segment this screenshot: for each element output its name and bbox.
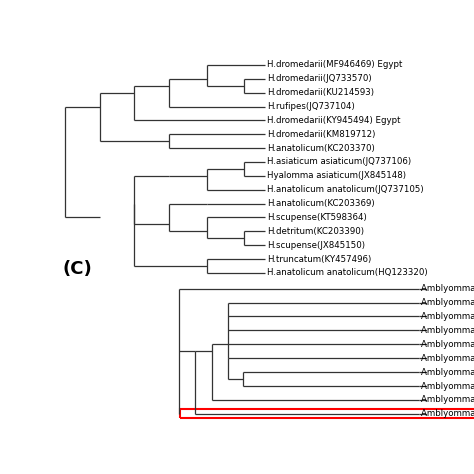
Text: H.dromedarii(KM819712): H.dromedarii(KM819712) [267, 130, 375, 139]
Text: H.scupense(KT598364): H.scupense(KT598364) [267, 213, 366, 222]
Text: H.dromedarii(JQ733570): H.dromedarii(JQ733570) [267, 74, 372, 83]
Text: Amblyomma variegatum(HQ856803): Amblyomma variegatum(HQ856803) [421, 298, 474, 307]
Text: H.anatolicum(KC203370): H.anatolicum(KC203370) [267, 144, 374, 153]
Text: H.detritum(KC203390): H.detritum(KC203390) [267, 227, 364, 236]
Text: Amblyomma variegatum(HQ856718): Amblyomma variegatum(HQ856718) [421, 340, 474, 349]
Text: H.anatolicum(KC203369): H.anatolicum(KC203369) [267, 199, 374, 208]
Text: H.asiaticum asiaticum(JQ737106): H.asiaticum asiaticum(JQ737106) [267, 157, 411, 166]
Text: H.dromedarii(KU214593): H.dromedarii(KU214593) [267, 88, 374, 97]
Text: Amblyomma eburneum(KP862667): Amblyomma eburneum(KP862667) [421, 284, 474, 293]
Text: H.dromedarii(KY945494) Egypt: H.dromedarii(KY945494) Egypt [267, 116, 401, 125]
Bar [181, 410, 474, 419]
Text: (C): (C) [63, 260, 93, 278]
Text: Amblyomma variegatum(HQ856726): Amblyomma variegatum(HQ856726) [421, 326, 474, 335]
Text: H.truncatum(KY457496): H.truncatum(KY457496) [267, 255, 371, 264]
Text: Amblyomma variegatum(MH910967): Amblyomma variegatum(MH910967) [421, 395, 474, 404]
Text: H.rufipes(JQ737104): H.rufipes(JQ737104) [267, 102, 355, 111]
Text: H.anatolicum anatolicum(HQ123320): H.anatolicum anatolicum(HQ123320) [267, 268, 428, 277]
Text: Hyalomma asiaticum(JX845148): Hyalomma asiaticum(JX845148) [267, 172, 406, 181]
Text: H.anatolicum anatolicum(JQ737105): H.anatolicum anatolicum(JQ737105) [267, 185, 423, 194]
Text: Amblyomma variegatum(HQ856719): Amblyomma variegatum(HQ856719) [421, 368, 474, 377]
Text: H.scupense(JX845150): H.scupense(JX845150) [267, 241, 365, 250]
Text: Amblyomma variegatum(MU695022) Egypt: Amblyomma variegatum(MU695022) Egypt [421, 410, 474, 419]
Text: H.dromedarii(MF946469) Egypt: H.dromedarii(MF946469) Egypt [267, 60, 402, 69]
Text: Amblyomma variegatum(HQ856711): Amblyomma variegatum(HQ856711) [421, 382, 474, 391]
Text: Amblyomma variegatum(HQ856764): Amblyomma variegatum(HQ856764) [421, 312, 474, 321]
Text: Amblyomma variegatum(HQ856791): Amblyomma variegatum(HQ856791) [421, 354, 474, 363]
